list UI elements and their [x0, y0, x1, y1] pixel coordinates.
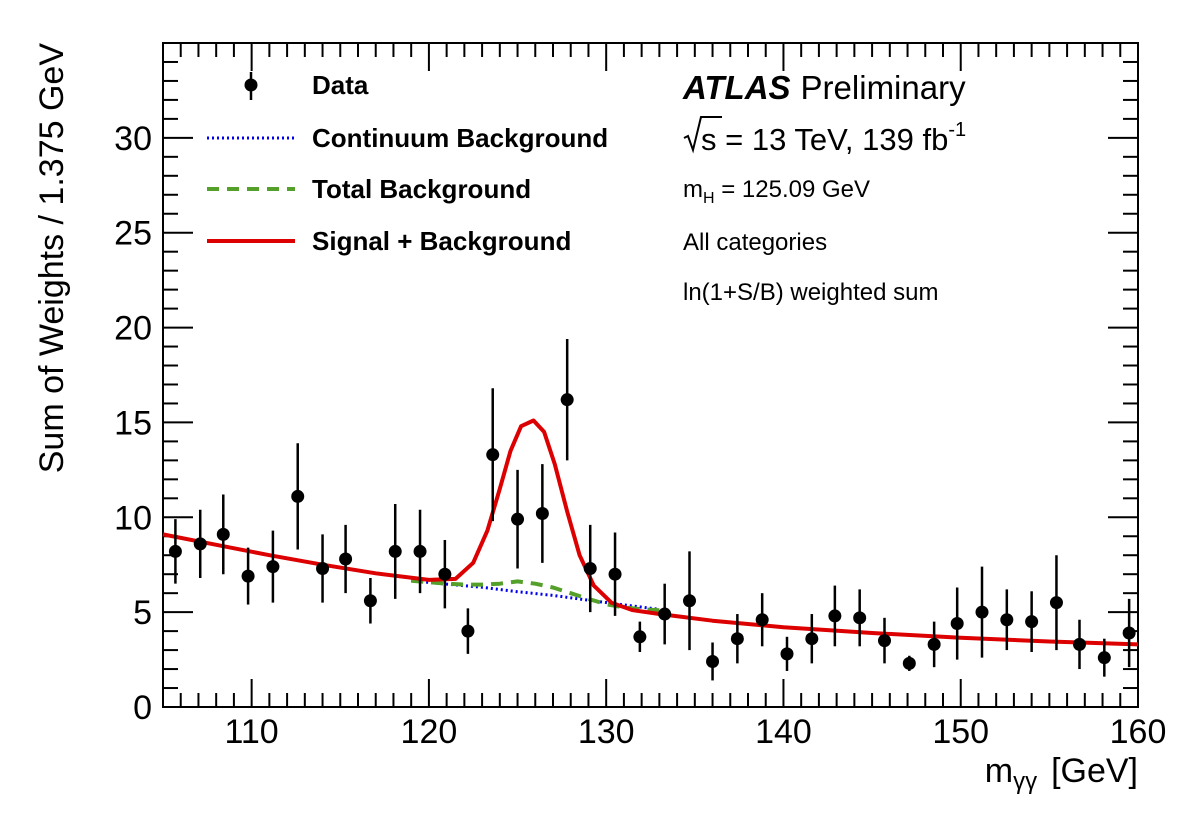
- y-tick-label: 30: [114, 120, 152, 158]
- data-point: [316, 562, 330, 576]
- data-point: [339, 552, 353, 566]
- data-point: [1097, 651, 1111, 665]
- data-point: [950, 617, 964, 631]
- data-point: [486, 448, 500, 462]
- data-point: [193, 537, 207, 551]
- x-tick-label: 130: [578, 713, 635, 751]
- x-tick-label: 160: [1110, 713, 1167, 751]
- legend-item-continuum: Continuum Background: [207, 123, 608, 153]
- y-axis-label: Sum of Weights / 1.375 GeV: [33, 43, 71, 474]
- legend-item-signal: Signal + Background: [207, 226, 571, 256]
- y-tick-label: 5: [133, 594, 152, 632]
- x-tick-label: 120: [401, 713, 458, 751]
- data-point: [1122, 626, 1136, 640]
- x-tick-label: 150: [932, 713, 989, 751]
- data-point: [683, 594, 696, 608]
- legend-item-data: Data: [244, 70, 369, 100]
- data-point: [975, 605, 989, 619]
- data-points: [168, 338, 1136, 681]
- legend-data-marker: [244, 78, 258, 92]
- data-point: [511, 512, 525, 526]
- data-point: [583, 562, 597, 576]
- data-point: [216, 527, 230, 541]
- model-curves: [162, 418, 1139, 647]
- legend-label-signal: Signal + Background: [312, 226, 571, 256]
- data-point: [853, 611, 867, 625]
- data-point: [633, 630, 647, 644]
- y-tick-label: 10: [114, 499, 152, 537]
- data-point: [291, 489, 305, 503]
- categories-label: All categories: [683, 229, 827, 256]
- data-point: [828, 609, 842, 623]
- data-point: [241, 569, 255, 583]
- data-point: [878, 634, 891, 648]
- data-point: [1049, 596, 1063, 610]
- y-tick-label: 20: [114, 310, 152, 348]
- y-tick-label: 0: [133, 689, 152, 727]
- data-point: [535, 506, 549, 520]
- data-point: [902, 656, 916, 670]
- data-point: [706, 654, 720, 668]
- atlas-label: ATLAS Preliminary: [682, 69, 966, 106]
- axis-ticks: [163, 43, 1138, 707]
- data-point: [927, 637, 941, 651]
- energy-label: s = 13 TeV, 139 fb-1: [701, 119, 966, 157]
- data-point: [168, 544, 182, 558]
- legend-label-data: Data: [312, 70, 369, 100]
- data-point: [1000, 613, 1014, 627]
- y-tick-label: 25: [114, 215, 152, 253]
- signal-plus-background-curve: [162, 418, 1139, 647]
- y-tick-label: 15: [114, 404, 152, 442]
- data-point: [1025, 615, 1039, 629]
- data-point: [608, 567, 622, 581]
- data-point: [560, 393, 574, 407]
- legend-label-total: Total Background: [312, 174, 531, 204]
- data-point: [730, 632, 744, 646]
- data-point: [461, 624, 475, 638]
- legend-label-continuum: Continuum Background: [312, 123, 608, 153]
- legend: Data Continuum Background Total Backgrou…: [207, 70, 608, 256]
- x-axis-label: mγγ [GeV]: [985, 752, 1138, 795]
- plot-frame: [162, 42, 1139, 708]
- data-point: [755, 613, 769, 627]
- weighting-label: ln(1+S/B) weighted sum: [683, 279, 938, 306]
- data-point: [266, 560, 280, 574]
- data-point: [805, 632, 819, 646]
- data-point: [413, 544, 427, 558]
- data-point: [438, 567, 452, 581]
- data-point: [780, 647, 794, 661]
- sqrt-sign: [683, 116, 722, 154]
- x-tick-label: 140: [755, 713, 812, 751]
- axis-tick-labels: 110 120 130 140 150 160 0 5 10 15 20 25 30: [114, 120, 1166, 751]
- data-point: [658, 607, 672, 621]
- data-point: [363, 594, 377, 608]
- higgs-mass-label: mH = 125.09 GeV: [683, 176, 870, 207]
- data-point: [388, 544, 402, 558]
- legend-item-total: Total Background: [207, 174, 531, 204]
- x-tick-label: 110: [225, 713, 279, 751]
- annotation-block: ATLAS Preliminary s = 13 TeV, 139 fb-1 mH…: [682, 69, 966, 306]
- data-point: [1073, 637, 1086, 651]
